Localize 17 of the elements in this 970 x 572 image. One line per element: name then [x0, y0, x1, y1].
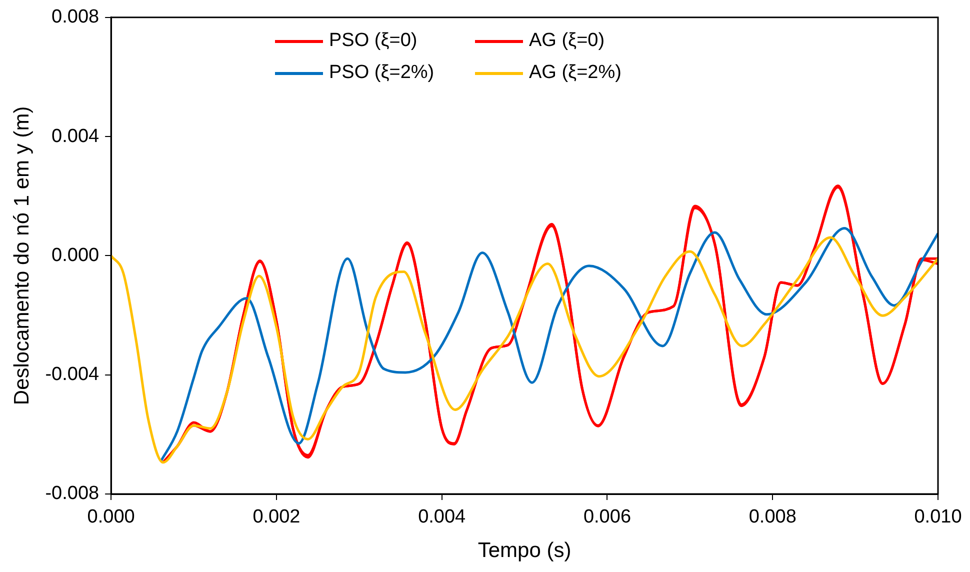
y-tick-label: 0.008 [52, 6, 100, 28]
y-tick-label: 0.004 [52, 126, 100, 147]
x-tick-label: 0.004 [418, 506, 466, 528]
y-tick-label: 0.000 [52, 244, 100, 266]
legend-label: AG (ξ=0) [529, 30, 605, 52]
legend-label: PSO (ξ=0) [329, 30, 418, 52]
y-axis-title: Deslocamento do nó 1 em y (m) [10, 106, 34, 406]
x-tick-label: 0.002 [252, 506, 300, 528]
y-tick-label: -0.004 [45, 364, 100, 386]
legend-label: PSO (ξ=2%) [329, 62, 434, 84]
x-axis-title: Tempo (s) [478, 539, 572, 562]
x-tick-label: 0.000 [87, 506, 135, 528]
x-tick-label: 0.010 [914, 506, 962, 528]
x-tick-label: 0.008 [748, 506, 796, 528]
legend-label: AG (ξ=2%) [529, 62, 622, 84]
x-tick-label: 0.006 [583, 506, 632, 528]
y-tick-label: -0.008 [45, 483, 100, 504]
